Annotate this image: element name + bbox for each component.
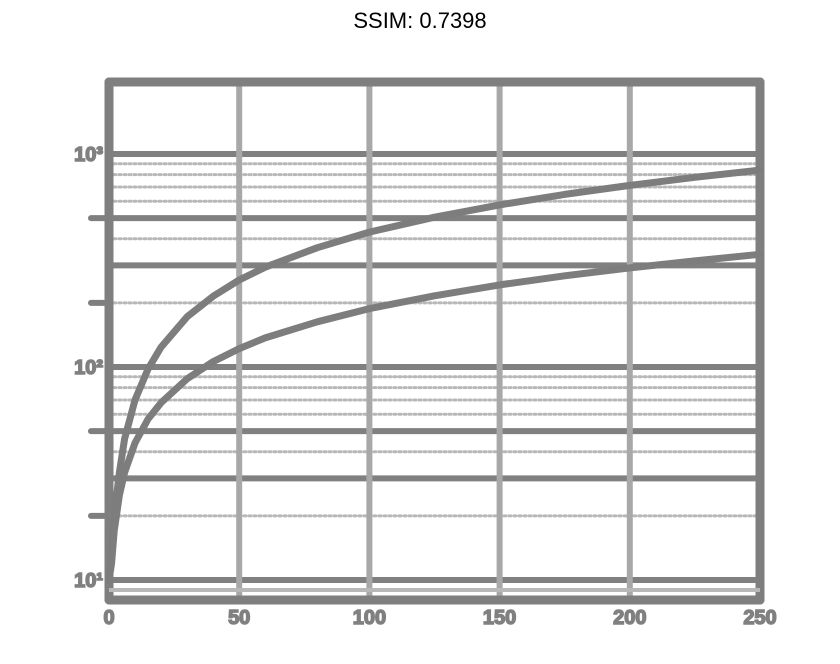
x-tick-label: 0: [103, 607, 114, 629]
series-layer: [105, 166, 764, 584]
axes-layer: [104, 77, 765, 605]
chart-title: SSIM: 0.7398: [353, 8, 486, 33]
x-tick-label: 200: [613, 607, 646, 629]
tick-labels: 0 50 100 150 200 250 10¹ 10² 10³: [73, 143, 777, 630]
grid-layer: [106, 79, 763, 603]
y-tick-label: 10³: [74, 144, 103, 166]
x-tick-label: 250: [743, 607, 776, 629]
y-tick-label: 10²: [74, 357, 103, 379]
x-tick-label: 50: [228, 607, 250, 629]
x-tick-label: 150: [483, 607, 516, 629]
x-tick-label: 100: [353, 607, 386, 629]
y-tick-label: 10¹: [74, 570, 103, 592]
series-line-2: [105, 250, 764, 584]
series-line-1: [105, 166, 764, 584]
